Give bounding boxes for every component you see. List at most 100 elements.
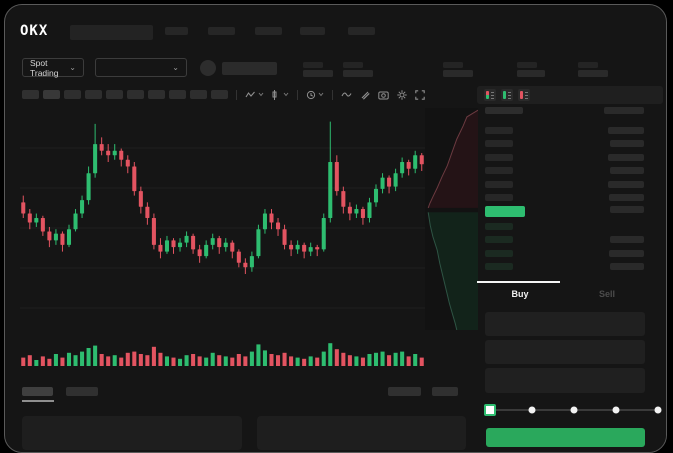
- tab-sell[interactable]: Sell: [598, 289, 615, 299]
- orderbook-row[interactable]: [474, 206, 666, 217]
- volume-bar: [112, 355, 117, 366]
- nav-item[interactable]: [348, 27, 375, 35]
- orderbook-row[interactable]: [474, 140, 666, 148]
- amount-input[interactable]: [485, 340, 645, 364]
- orders-table-placeholder: [257, 416, 466, 450]
- draw-pencil-icon[interactable]: [360, 90, 370, 100]
- candle-body: [145, 206, 150, 218]
- orderbook-row[interactable]: [474, 249, 666, 257]
- slider-stop[interactable]: [654, 406, 662, 414]
- timeframe-button[interactable]: [85, 90, 102, 99]
- candle-body: [249, 256, 254, 268]
- line-tool-icon[interactable]: [341, 90, 352, 99]
- candle-body: [217, 238, 222, 248]
- orderbook-asks-icon[interactable]: [518, 89, 530, 101]
- volume-bar: [164, 356, 170, 366]
- volume-bar: [295, 357, 300, 366]
- settings-gear-icon[interactable]: [397, 89, 407, 100]
- candle-body: [354, 209, 359, 214]
- orderbook-row[interactable]: [474, 107, 666, 114]
- orderbook-row[interactable]: [474, 263, 666, 271]
- candle-body: [328, 162, 333, 218]
- orderbook-row[interactable]: [474, 223, 666, 230]
- amount-slider[interactable]: [484, 402, 662, 418]
- timeframe-button[interactable]: [43, 90, 60, 99]
- volume-bar: [125, 352, 130, 366]
- candle-body: [132, 166, 137, 192]
- depth-chart[interactable]: [425, 108, 479, 331]
- orderbook-bids-icon[interactable]: [501, 89, 513, 101]
- orderbook-row[interactable]: [474, 153, 666, 161]
- tab-buy[interactable]: Buy: [511, 289, 529, 299]
- timeframe-button[interactable]: [127, 90, 144, 99]
- candle-body: [47, 231, 52, 241]
- orderbook-row[interactable]: [474, 180, 666, 188]
- nav-item[interactable]: [300, 27, 325, 35]
- candle-body: [302, 244, 307, 252]
- candle-body: [347, 206, 352, 214]
- timeframe-button[interactable]: [148, 90, 165, 99]
- volume-bar: [204, 357, 209, 366]
- buy-submit-button[interactable]: [486, 428, 645, 447]
- navbar: OKX: [6, 6, 666, 52]
- slider-stop[interactable]: [612, 406, 620, 414]
- volume-bar: [387, 355, 392, 366]
- nav-item[interactable]: [255, 27, 282, 35]
- active-tab-indicator: [477, 281, 560, 283]
- pair-dropdown[interactable]: ⌄: [95, 58, 187, 77]
- candle-body: [373, 188, 379, 203]
- volume-bar: [282, 352, 287, 366]
- volume-bar: [60, 357, 65, 366]
- timeframe-button[interactable]: [106, 90, 123, 99]
- timeframe-button[interactable]: [169, 90, 186, 99]
- nav-search-placeholder[interactable]: [70, 25, 153, 40]
- timeframe-button[interactable]: [211, 90, 228, 99]
- chevron-down-icon: ⌄: [172, 62, 179, 72]
- indicator-candles-icon[interactable]: [245, 90, 264, 100]
- candle-style-icon[interactable]: [272, 89, 289, 100]
- volume-bar: [138, 354, 143, 366]
- candle-body: [178, 242, 183, 248]
- candlestick-chart[interactable]: [20, 106, 425, 330]
- slider-stop[interactable]: [570, 406, 578, 414]
- camera-snapshot-icon[interactable]: [378, 90, 389, 100]
- timeframe-button[interactable]: [22, 90, 39, 99]
- volume-bar: [373, 352, 379, 366]
- candle-body: [53, 233, 58, 241]
- nav-item[interactable]: [208, 27, 235, 35]
- orderbook-row[interactable]: [474, 167, 666, 175]
- orderbook-panel: [474, 84, 666, 452]
- orders-table-placeholder: [22, 416, 242, 450]
- orderbook-row[interactable]: [474, 236, 666, 244]
- fullscreen-icon[interactable]: [415, 89, 425, 100]
- candle-body: [243, 262, 248, 268]
- orders-filter[interactable]: [388, 387, 421, 396]
- candle-body: [184, 235, 189, 243]
- orders-filter[interactable]: [432, 387, 458, 396]
- pair-name-placeholder: [222, 62, 277, 75]
- total-input[interactable]: [485, 368, 645, 393]
- slider-handle[interactable]: [484, 404, 496, 416]
- orders-tab-active[interactable]: [22, 387, 53, 396]
- candle-body: [367, 202, 372, 218]
- slider-stop[interactable]: [528, 406, 536, 414]
- timeframe-button[interactable]: [190, 90, 207, 99]
- market-type-dropdown[interactable]: Spot Trading ⌄: [22, 58, 84, 78]
- orderbook-combined-icon[interactable]: [484, 89, 496, 101]
- orderbook-row[interactable]: [474, 194, 666, 201]
- price-input[interactable]: [485, 312, 645, 336]
- candle-body: [40, 218, 45, 232]
- candle-body: [400, 162, 405, 174]
- nav-item[interactable]: [165, 27, 188, 35]
- candle-body: [393, 173, 398, 187]
- candle-body: [210, 238, 215, 245]
- orders-tab[interactable]: [66, 387, 98, 396]
- interval-icon[interactable]: [306, 90, 324, 100]
- volume-bar: [256, 344, 261, 366]
- volume-bar: [178, 358, 183, 366]
- volume-bar: [230, 357, 235, 366]
- orderbook-row[interactable]: [474, 127, 666, 134]
- timeframe-button[interactable]: [64, 90, 81, 99]
- volume-bar: [321, 351, 326, 366]
- candle-body: [73, 213, 78, 230]
